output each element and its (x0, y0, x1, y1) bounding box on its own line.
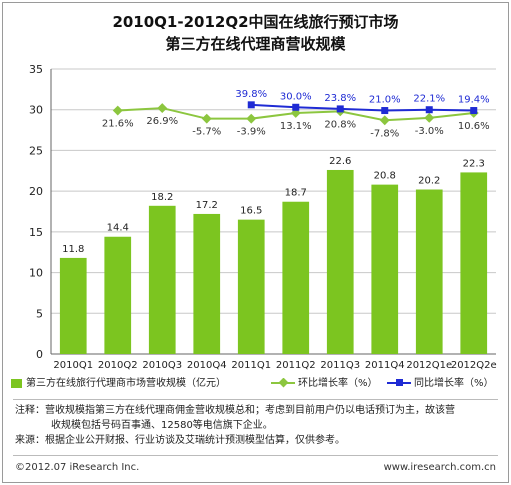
bar-value-label: 17.2 (196, 200, 218, 211)
x-tick-label: 2010Q2 (98, 360, 138, 371)
legend-item-revenue: 第三方在线旅行代理商市场营收规模（亿元） (11, 376, 226, 392)
yoy-point (247, 101, 255, 109)
note-line-2: 收规模包括号码百事通、12580等电信旗下企业。 (51, 420, 273, 431)
bar (237, 219, 265, 354)
x-tick-label: 2012Q2e (451, 360, 497, 371)
copyright: ©2012.07 iResearch Inc. (15, 462, 140, 473)
yoy-point (470, 107, 478, 115)
y-tick-label: 35 (29, 63, 43, 76)
chart-subtitle: 第三方在线代理商营收规模 (165, 35, 346, 53)
bar-value-label: 16.5 (240, 206, 262, 217)
y-tick-label: 15 (29, 226, 43, 239)
bar (326, 169, 354, 354)
legend-item-qoq: 环比增长率（%） (271, 376, 378, 392)
qoq-value-label: 26.9% (146, 116, 178, 127)
x-tick-label: 2011Q1 (231, 360, 271, 371)
bar-value-label: 18.7 (285, 188, 307, 199)
y-tick-label: 20 (29, 185, 43, 198)
yoy-value-label: 21.0% (369, 95, 401, 106)
qoq-point (112, 105, 123, 116)
qoq-point (424, 112, 435, 123)
bar (282, 201, 310, 354)
x-tick-label: 2012Q1e (406, 360, 452, 371)
x-tick-label: 2011Q3 (320, 360, 360, 371)
y-tick-label: 25 (29, 144, 43, 157)
qoq-value-label: -7.8% (370, 128, 399, 139)
legend-swatch-yoy (387, 379, 411, 386)
qoq-point (379, 115, 390, 126)
bar-value-label: 20.8 (374, 171, 396, 182)
legend-item-yoy: 同比增长率（%） (387, 376, 494, 392)
qoq-value-label: 20.8% (324, 119, 356, 130)
yoy-value-label: 22.1% (413, 94, 445, 105)
yoy-line (251, 103, 474, 112)
qoq-point (246, 113, 257, 124)
bar-value-label: 14.4 (107, 223, 129, 234)
bar-value-label: 11.8 (62, 244, 84, 255)
divider-top (13, 399, 498, 400)
chart-title: 2010Q1-2012Q2中国在线旅行预订市场 (112, 13, 399, 31)
yoy-point (336, 105, 344, 113)
bar-value-label: 18.2 (151, 192, 173, 203)
bar (460, 172, 488, 354)
qoq-value-label: -3.9% (237, 127, 266, 138)
yoy-value-label: 30.0% (280, 91, 312, 102)
legend-label-revenue: 第三方在线旅行代理商市场营收规模（亿元） (26, 378, 226, 389)
bar-value-label: 20.2 (418, 176, 440, 187)
website: www.iresearch.com.cn (383, 462, 496, 473)
legend-swatch-qoq (271, 377, 295, 388)
qoq-point (201, 113, 212, 124)
x-tick-label: 2010Q1 (53, 360, 93, 371)
qoq-value-label: 10.6% (458, 121, 490, 132)
yoy-point (425, 106, 433, 114)
y-tick-label: 10 (29, 267, 43, 280)
bar (148, 205, 176, 354)
qoq-point (157, 103, 168, 114)
yoy-point (381, 107, 389, 115)
bar (193, 213, 221, 354)
chart-legend: 第三方在线旅行代理商市场营收规模（亿元） 环比增长率（%） 同比增长率（%） (3, 376, 508, 394)
x-tick-label: 2011Q2 (276, 360, 316, 371)
y-tick-label: 30 (29, 104, 43, 117)
divider-bottom (13, 455, 498, 456)
y-tick-label: 0 (36, 348, 43, 361)
bar (59, 257, 87, 354)
yoy-value-label: 39.8% (235, 89, 267, 100)
yoy-value-label: 23.8% (324, 93, 356, 104)
yoy-point (292, 103, 300, 111)
y-tick-label: 5 (36, 307, 43, 320)
yoy-value-label: 19.4% (458, 95, 490, 106)
x-tick-label: 2011Q4 (365, 360, 405, 371)
legend-label-yoy: 同比增长率（%） (414, 378, 494, 389)
note-line-1: 注释：营收规模指第三方在线代理商佣金营收规模总和；考虑到目前用户仍以电话预订为主… (15, 405, 455, 416)
x-tick-label: 2010Q3 (142, 360, 182, 371)
qoq-value-label: -3.0% (415, 126, 444, 137)
qoq-value-label: 13.1% (280, 121, 312, 132)
legend-swatch-bar (11, 378, 22, 388)
bar-value-label: 22.6 (329, 156, 351, 167)
bar-value-label: 22.3 (463, 158, 485, 169)
bar (415, 189, 443, 354)
bar (371, 184, 399, 354)
chart-plot: 0 5 10 15 20 25 30 35 11.8 14.4 18.2 17.2 16.5 18.7 22… (29, 63, 497, 371)
qoq-value-label: 21.6% (102, 119, 134, 130)
source-note: 来源：根据企业公开财报、行业访谈及艾瑞统计预测模型估算，仅供参考。 (15, 435, 345, 446)
qoq-value-label: -5.7% (192, 127, 221, 138)
bar (104, 236, 132, 354)
legend-label-qoq: 环比增长率（%） (298, 378, 378, 389)
x-tick-label: 2010Q4 (187, 360, 227, 371)
